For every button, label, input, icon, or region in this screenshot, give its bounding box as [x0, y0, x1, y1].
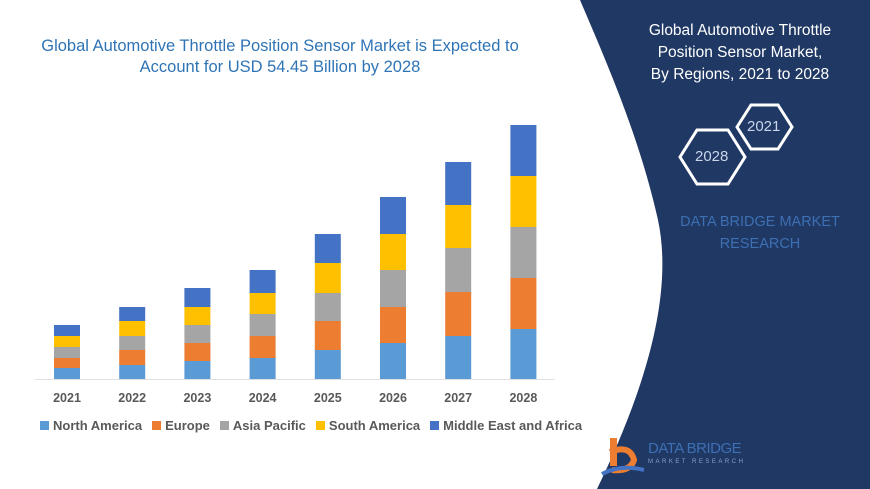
legend-swatch — [316, 421, 325, 430]
x-tick-label: 2022 — [118, 391, 146, 405]
bar-segment — [184, 325, 210, 343]
chart-plot: 2021 2022 2023 2024 2025 2026 2027 2028 — [35, 125, 555, 405]
bar-segment — [510, 329, 536, 379]
bar-segment — [119, 307, 145, 321]
bar-segment — [250, 358, 276, 379]
bar-segment — [445, 292, 471, 336]
x-tick-label: 2024 — [249, 391, 277, 405]
bar-segment — [250, 270, 276, 293]
x-tick-label: 2027 — [444, 391, 472, 405]
bar-segment — [315, 234, 341, 263]
x-tick-label: 2026 — [379, 391, 407, 405]
panel-title: Global Automotive Throttle Position Sens… — [615, 20, 865, 86]
legend-item: North America — [40, 418, 142, 433]
x-tick-label: 2025 — [314, 391, 342, 405]
chart-title: Global Automotive Throttle Position Sens… — [20, 36, 540, 78]
legend-swatch — [220, 421, 229, 430]
hex-label-2028: 2028 — [695, 148, 728, 165]
bar-segment — [380, 197, 406, 234]
brand-line: RESEARCH — [660, 233, 860, 255]
bar-segment — [510, 227, 536, 278]
bar-segment — [250, 336, 276, 358]
bar-segment — [184, 361, 210, 379]
bar-segment — [119, 336, 145, 350]
bar-segment — [54, 336, 80, 347]
bar-segment — [380, 270, 406, 307]
brand-text: DATA BRIDGE MARKET RESEARCH — [660, 211, 860, 255]
bar-segment — [184, 288, 210, 307]
bar-segment — [119, 350, 145, 365]
panel-title-line: Position Sensor Market, — [615, 42, 865, 64]
bar-segment — [445, 205, 471, 248]
bar-segment — [445, 162, 471, 205]
bar-segment — [54, 325, 80, 336]
bar-segment — [445, 248, 471, 292]
bar-segment — [315, 350, 341, 379]
bar-segment — [315, 321, 341, 350]
bar-segment — [380, 234, 406, 270]
bar-segment — [119, 365, 145, 379]
legend-item: Europe — [152, 418, 210, 433]
x-tick-label: 2023 — [183, 391, 211, 405]
bar-segment — [315, 293, 341, 321]
legend-item: South America — [316, 418, 420, 433]
legend-label: Asia Pacific — [233, 418, 306, 433]
legend-swatch — [430, 421, 439, 430]
bar-segment — [380, 343, 406, 379]
legend-swatch — [152, 421, 161, 430]
hex-label-2021: 2021 — [747, 118, 780, 135]
logo-subtitle: MARKET RESEARCH — [648, 459, 745, 465]
logo-name: DATA BRIDGE — [648, 440, 741, 457]
data-bridge-logo-icon — [600, 434, 646, 480]
bar-segment — [510, 125, 536, 176]
x-tick-label: 2021 — [53, 391, 81, 405]
bar-segment — [54, 347, 80, 358]
legend-label: Europe — [165, 418, 210, 433]
legend-label: Middle East and Africa — [443, 418, 582, 433]
legend-swatch — [40, 421, 49, 430]
bar-segment — [54, 368, 80, 379]
legend-item: Middle East and Africa — [430, 418, 582, 433]
bar-segment — [54, 358, 80, 368]
brand-line: DATA BRIDGE MARKET — [660, 211, 860, 233]
panel-title-line: Global Automotive Throttle — [615, 20, 865, 42]
legend-label: North America — [53, 418, 142, 433]
bar-segment — [250, 293, 276, 314]
bar-segment — [119, 321, 145, 336]
legend: North America Europe Asia Pacific South … — [40, 418, 582, 433]
legend-item: Asia Pacific — [220, 418, 306, 433]
bar-segment — [445, 336, 471, 379]
bar-segment — [315, 263, 341, 293]
panel-title-line: By Regions, 2021 to 2028 — [615, 64, 865, 86]
bar-segment — [184, 307, 210, 325]
legend-label: South America — [329, 418, 420, 433]
bar-segment — [380, 307, 406, 343]
bar-segment — [510, 176, 536, 227]
bar-segment — [510, 278, 536, 329]
bar-segment — [250, 314, 276, 336]
bar-segment — [184, 343, 210, 361]
x-tick-label: 2028 — [509, 391, 537, 405]
